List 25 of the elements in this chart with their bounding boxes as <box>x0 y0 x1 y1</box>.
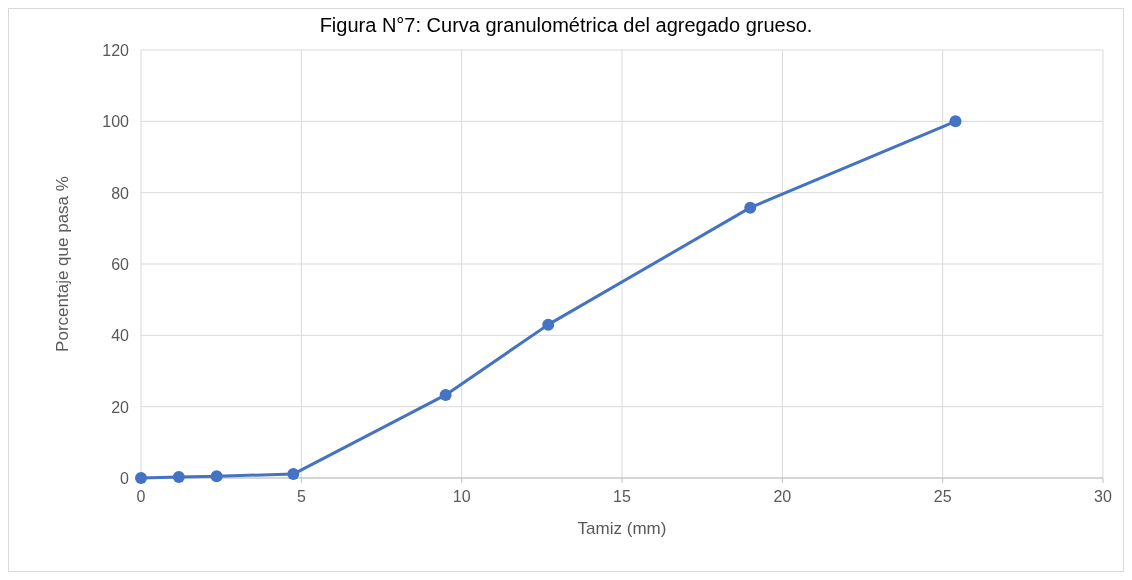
x-tick-label: 0 <box>136 488 146 505</box>
point <box>172 470 185 483</box>
y-tick-label: 60 <box>111 256 130 273</box>
point <box>542 318 555 331</box>
x-tick-label: 10 <box>452 488 471 505</box>
y-tick-label: 100 <box>102 113 130 131</box>
x-tick-label: 30 <box>1094 488 1112 505</box>
point <box>135 472 147 484</box>
chart-title: Figura N°7: Curva granulométrica del agregado grueso. <box>319 14 813 36</box>
x-axis-title: Tamiz (mm) <box>577 519 667 538</box>
y-tick-label: 120 <box>102 42 130 59</box>
x-tick-label: 25 <box>933 488 952 505</box>
x-tick-label: 5 <box>296 488 306 505</box>
y-tick-label: 80 <box>111 184 130 202</box>
point <box>287 468 300 481</box>
x-tick-label: 15 <box>613 488 631 505</box>
point <box>744 201 757 214</box>
y-tick-label: 40 <box>111 327 130 345</box>
point <box>439 388 452 401</box>
x-tick-label: 20 <box>773 488 792 505</box>
y-tick-label: 20 <box>111 398 130 416</box>
y-tick-label: 0 <box>120 470 130 487</box>
point <box>210 470 223 483</box>
y-axis-title: Porcentaje que pasa % <box>53 176 72 352</box>
point <box>949 115 962 128</box>
